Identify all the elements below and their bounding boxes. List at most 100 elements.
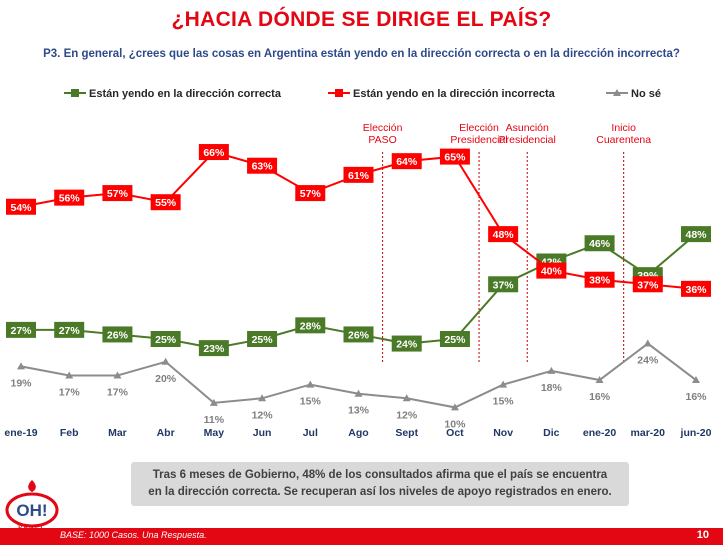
- data-label-2-8: 12%: [396, 409, 418, 421]
- data-label-0-9: 25%: [444, 334, 466, 346]
- point-1-12: [584, 271, 615, 288]
- point-2-14: [692, 376, 700, 384]
- data-label-0-0: 27%: [10, 325, 32, 337]
- data-label-0-6: 28%: [300, 320, 322, 332]
- legend-marker-0: [71, 89, 79, 97]
- data-label-0-5: 25%: [252, 334, 274, 346]
- annotation-label-3-1: Cuarentena: [596, 134, 651, 146]
- legend-label-0: Están yendo en la dirección correcta: [89, 88, 282, 100]
- page-title: ¿HACIA DÓNDE SE DIRIGE EL PAÍS?: [171, 8, 552, 31]
- data-label-0-2: 26%: [107, 329, 129, 341]
- data-label-2-14: 16%: [685, 391, 707, 403]
- x-tick-label-5: Jun: [253, 427, 272, 439]
- event-annotations: ElecciónPASOElecciónPresidencialAsunción…: [363, 122, 651, 362]
- point-0-9: [439, 331, 470, 347]
- series-0: 27% 27% 26% 25%23%25%28%26%24% 25%37%42%46%3…: [6, 226, 711, 357]
- footer-bar: BASE: 1000 Casos. Una Respuesta. 10: [0, 528, 723, 545]
- logo-text: OH!: [16, 501, 47, 520]
- series-layer: 27% 27% 26% 25%23%25%28%26%24% 25%37%42%46%3…: [6, 144, 711, 430]
- data-label-2-7: 13%: [348, 405, 370, 417]
- data-label-0-8: 24%: [396, 339, 418, 351]
- data-label-1-8: 64%: [396, 156, 418, 168]
- data-label-2-9: 10%: [444, 418, 466, 430]
- data-label-2-4: 11%: [204, 414, 225, 426]
- x-tick-label-4: May: [204, 427, 225, 439]
- point-1-2: [102, 185, 133, 202]
- point-0-4: [198, 340, 229, 357]
- point-2-13: [643, 339, 652, 347]
- callout-line-2: en la dirección correcta. Se recuperan a…: [148, 486, 612, 498]
- point-2-4: [209, 398, 218, 406]
- page-number: 10: [696, 529, 709, 541]
- point-1-13: [632, 276, 663, 293]
- point-2-6: [306, 380, 315, 388]
- data-label-1-7: 61%: [348, 170, 370, 182]
- x-tick-label-6: Jul: [303, 427, 318, 439]
- annotation-label-1-0: Elección: [459, 122, 499, 134]
- survey-question: P3. En general, ¿crees que las cosas en …: [43, 48, 680, 60]
- line-chart: Están yendo en la dirección correcta Está…: [4, 88, 712, 439]
- data-label-0-7: 26%: [348, 329, 370, 341]
- point-2-5: [258, 394, 267, 402]
- point-0-5: [247, 331, 278, 347]
- point-0-14: [681, 226, 711, 243]
- annotation-label-2-0: Asunción: [506, 122, 549, 134]
- point-0-10: [488, 276, 519, 293]
- point-2-10: [499, 380, 508, 388]
- x-tick-label-2: Mar: [108, 427, 127, 439]
- legend-label-2: No sé: [631, 88, 661, 100]
- data-label-2-12: 16%: [589, 391, 611, 403]
- data-label-1-2: 57%: [107, 188, 129, 200]
- legend-marker-2: [613, 89, 621, 96]
- data-label-1-13: 37%: [637, 279, 659, 291]
- data-label-2-0: 19%: [10, 377, 32, 389]
- data-label-2-10: 15%: [493, 396, 515, 408]
- data-label-2-11: 18%: [541, 382, 563, 394]
- point-0-3: [150, 331, 181, 347]
- data-label-0-1: 27%: [59, 325, 81, 337]
- data-label-1-12: 38%: [589, 275, 611, 287]
- point-2-8: [402, 394, 411, 402]
- series-2: 19% 17% 17% 20% 11% 12% 15% 13% 12% 10% 15% 18% 16% 2…: [10, 339, 707, 430]
- x-tick-label-14: jun-20: [680, 427, 712, 439]
- annotation-label-1-1: Presidencial: [450, 134, 507, 146]
- data-label-1-11: 40%: [541, 266, 563, 278]
- point-1-9: [439, 148, 470, 165]
- data-label-1-1: 56%: [59, 193, 81, 205]
- x-tick-label-8: Sept: [395, 427, 418, 439]
- point-1-0: [6, 198, 36, 215]
- point-1-11: [536, 262, 567, 279]
- point-2-7: [354, 389, 363, 397]
- data-label-1-0: 54%: [10, 202, 32, 214]
- point-0-7: [343, 326, 374, 343]
- x-tick-label-13: mar-20: [631, 427, 666, 439]
- point-1-14: [681, 280, 711, 297]
- annotation-label-3-0: Inicio: [611, 122, 636, 134]
- data-label-1-5: 63%: [252, 161, 274, 173]
- legend-marker-1: [335, 89, 343, 97]
- callout-line-1: Tras 6 meses de Gobierno, 48% de los con…: [152, 469, 608, 481]
- point-1-10: [488, 226, 519, 243]
- point-1-1: [54, 189, 85, 206]
- point-2-2: [113, 371, 122, 379]
- x-tick-label-0: ene-19: [4, 427, 37, 439]
- data-label-1-9: 65%: [444, 152, 466, 164]
- annotation-label-0-0: Elección: [363, 122, 403, 134]
- point-2-11: [547, 366, 556, 374]
- point-0-0: [6, 321, 36, 338]
- point-1-8: [391, 153, 422, 170]
- data-label-2-13: 24%: [637, 355, 659, 367]
- data-label-0-12: 46%: [589, 238, 611, 250]
- data-label-2-3: 20%: [155, 373, 177, 385]
- point-1-6: [295, 185, 326, 202]
- annotation-label-0-1: PASO: [368, 134, 396, 146]
- data-label-1-14: 36%: [685, 284, 707, 296]
- point-1-3: [150, 194, 181, 211]
- oh-panel-logo: OH! PANEL: [5, 480, 59, 531]
- point-2-1: [65, 371, 74, 379]
- data-label-2-2: 17%: [107, 386, 129, 398]
- point-2-12: [595, 376, 604, 384]
- data-label-1-6: 57%: [300, 188, 322, 200]
- point-2-0: [17, 362, 25, 370]
- x-tick-label-12: ene-20: [583, 427, 616, 439]
